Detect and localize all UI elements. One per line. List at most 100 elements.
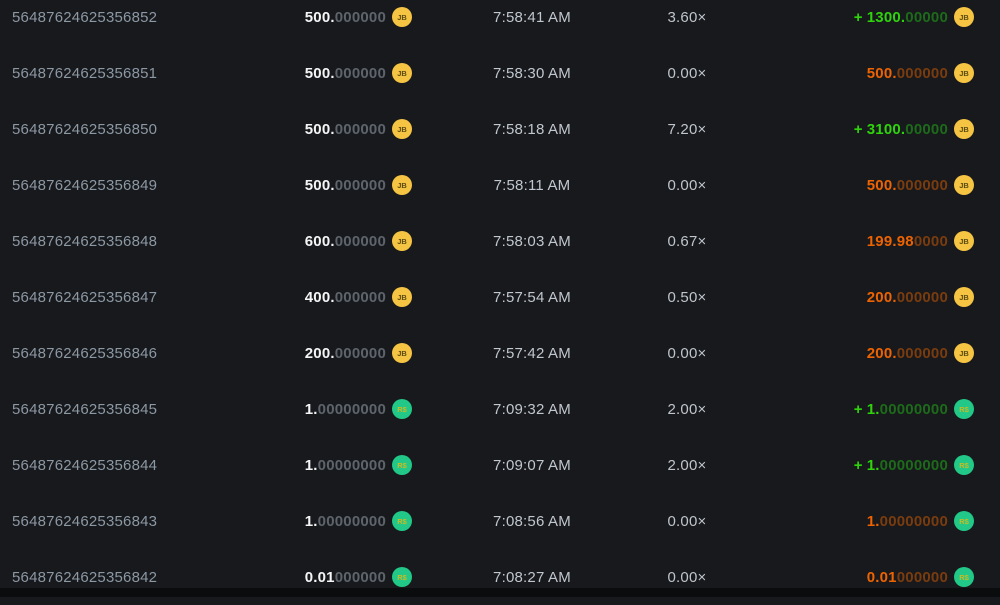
- jb-coin-icon: JB: [392, 119, 412, 139]
- bet-amount-value: 400.: [305, 289, 335, 306]
- payout-plus-sign: +: [854, 9, 863, 26]
- bet-time: 7:58:30 AM: [412, 65, 652, 82]
- bet-amount: 500.000000 JB: [242, 63, 412, 83]
- bet-time: 7:57:42 AM: [412, 345, 652, 362]
- bet-time: 7:08:27 AM: [412, 569, 652, 586]
- jb-coin-icon: JB: [392, 7, 412, 27]
- payout-trailing-zeros: 00000: [905, 121, 948, 138]
- bet-time: 7:58:18 AM: [412, 121, 652, 138]
- bet-time: 7:09:07 AM: [412, 457, 652, 474]
- payout-value: 1.: [867, 513, 880, 530]
- bet-amount-trailing-zeros: 00000000: [318, 457, 386, 474]
- bet-amount: 1.00000000 R$: [242, 455, 412, 475]
- payout-value: 0.01: [867, 569, 897, 586]
- bet-multiplier: 2.00×: [652, 401, 722, 418]
- brl-coin-icon: R$: [392, 511, 412, 531]
- bet-amount-trailing-zeros: 000000: [335, 289, 386, 306]
- bet-multiplier: 7.20×: [652, 121, 722, 138]
- bet-multiplier: 0.00×: [652, 569, 722, 586]
- jb-coin-icon: JB: [954, 63, 974, 83]
- payout-value: 500.: [867, 65, 897, 82]
- payout-trailing-zeros: 00000000: [880, 457, 948, 474]
- bet-multiplier: 0.67×: [652, 233, 722, 250]
- bet-id: 56487624625356842: [12, 569, 242, 586]
- bet-amount-value: 500.: [305, 177, 335, 194]
- payout-trailing-zeros: 00000: [905, 9, 948, 26]
- bet-time: 7:57:54 AM: [412, 289, 652, 306]
- jb-coin-icon: JB: [392, 287, 412, 307]
- payout-value: 200.: [867, 345, 897, 362]
- bet-id: 56487624625356848: [12, 233, 242, 250]
- jb-coin-icon: JB: [954, 287, 974, 307]
- bet-time: 7:58:11 AM: [412, 177, 652, 194]
- bet-id: 56487624625356852: [12, 9, 242, 26]
- bet-multiplier: 0.50×: [652, 289, 722, 306]
- payout-plus-sign: +: [854, 457, 863, 474]
- brl-coin-icon: R$: [954, 399, 974, 419]
- jb-coin-icon: JB: [954, 7, 974, 27]
- payout-value: 199.98: [867, 233, 914, 250]
- bet-payout: 200.000000 JB: [722, 287, 974, 307]
- jb-coin-icon: JB: [392, 343, 412, 363]
- bet-amount-value: 500.: [305, 65, 335, 82]
- bet-amount-trailing-zeros: 000000: [335, 9, 386, 26]
- bet-multiplier: 0.00×: [652, 177, 722, 194]
- payout-trailing-zeros: 00000000: [880, 401, 948, 418]
- bet-payout: +1.00000000 R$: [722, 455, 974, 475]
- payout-value: 200.: [867, 289, 897, 306]
- jb-coin-icon: JB: [392, 231, 412, 251]
- payout-trailing-zeros: 000000: [897, 289, 948, 306]
- payout-trailing-zeros: 000000: [897, 569, 948, 586]
- bet-multiplier: 3.60×: [652, 9, 722, 26]
- bet-id: 56487624625356846: [12, 345, 242, 362]
- jb-coin-icon: JB: [954, 175, 974, 195]
- bet-row[interactable]: 56487624625356852 500.000000 JB 7:58:41 A…: [0, 0, 1000, 45]
- jb-coin-icon: JB: [392, 63, 412, 83]
- footer-bar: [0, 588, 1000, 597]
- bet-amount-value: 1.: [305, 457, 318, 474]
- payout-trailing-zeros: 000000: [897, 345, 948, 362]
- bet-amount-value: 200.: [305, 345, 335, 362]
- bet-id: 56487624625356849: [12, 177, 242, 194]
- brl-coin-icon: R$: [392, 455, 412, 475]
- bet-amount-value: 500.: [305, 9, 335, 26]
- payout-trailing-zeros: 0000: [914, 233, 948, 250]
- brl-coin-icon: R$: [392, 567, 412, 587]
- bet-payout: 200.000000 JB: [722, 343, 974, 363]
- payout-value: 1.: [867, 457, 880, 474]
- bet-amount-value: 0.01: [305, 569, 335, 586]
- payout-plus-sign: +: [854, 121, 863, 138]
- bet-amount-trailing-zeros: 00000000: [318, 401, 386, 418]
- bet-time: 7:58:41 AM: [412, 9, 652, 26]
- jb-coin-icon: JB: [954, 343, 974, 363]
- bet-id: 56487624625356851: [12, 65, 242, 82]
- bet-id: 56487624625356845: [12, 401, 242, 418]
- brl-coin-icon: R$: [392, 399, 412, 419]
- bet-multiplier: 2.00×: [652, 457, 722, 474]
- bet-multiplier: 0.00×: [652, 65, 722, 82]
- brl-coin-icon: R$: [954, 511, 974, 531]
- brl-coin-icon: R$: [954, 455, 974, 475]
- bet-amount-trailing-zeros: 000000: [335, 177, 386, 194]
- bet-amount-trailing-zeros: 000000: [335, 65, 386, 82]
